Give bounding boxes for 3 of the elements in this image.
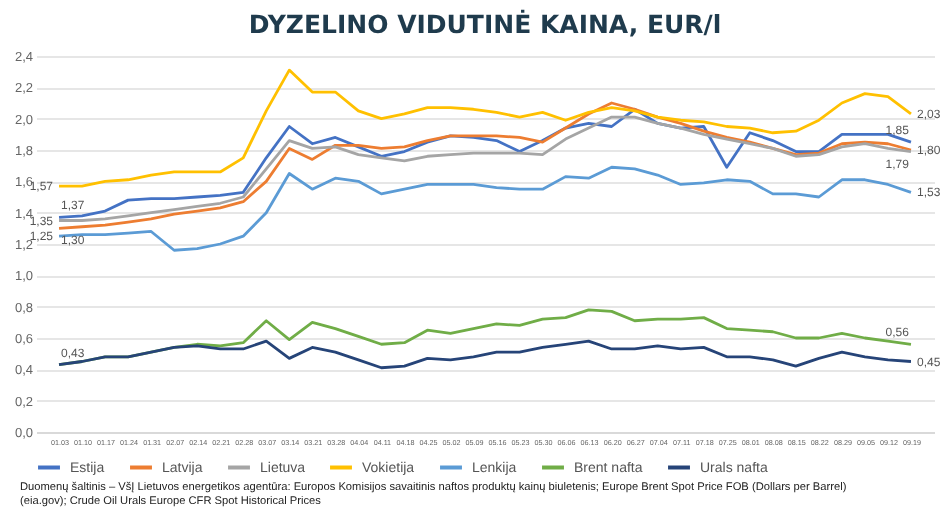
- line-series: [57, 339, 913, 370]
- chart-title: DYZELINO VIDUTINĖ KAINA, EUR/l: [248, 9, 722, 39]
- line-series: [57, 68, 913, 188]
